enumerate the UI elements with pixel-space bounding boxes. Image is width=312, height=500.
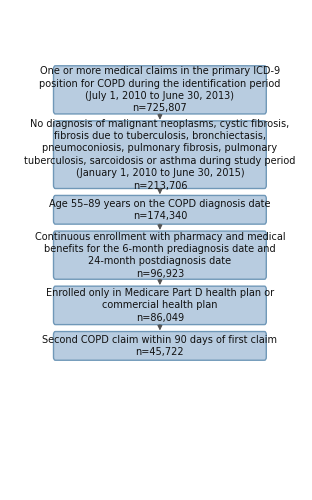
Text: One or more medical claims in the primary ICD-9
position for COPD during the ide: One or more medical claims in the primar… xyxy=(39,66,280,114)
FancyBboxPatch shape xyxy=(54,231,266,279)
FancyBboxPatch shape xyxy=(54,121,266,188)
Text: Age 55–89 years on the COPD diagnosis date
n=174,340: Age 55–89 years on the COPD diagnosis da… xyxy=(49,198,271,221)
Text: No diagnosis of malignant neoplasms, cystic fibrosis,
fibrosis due to tuberculos: No diagnosis of malignant neoplasms, cys… xyxy=(24,118,295,190)
FancyBboxPatch shape xyxy=(54,286,266,325)
Text: Enrolled only in Medicare Part D health plan or
commercial health plan
n=86,049: Enrolled only in Medicare Part D health … xyxy=(46,288,274,323)
FancyBboxPatch shape xyxy=(54,196,266,224)
FancyBboxPatch shape xyxy=(54,332,266,360)
FancyBboxPatch shape xyxy=(54,66,266,114)
Text: Second COPD claim within 90 days of first claim
n=45,722: Second COPD claim within 90 days of firs… xyxy=(42,334,277,357)
Text: Continuous enrollment with pharmacy and medical
benefits for the 6-month prediag: Continuous enrollment with pharmacy and … xyxy=(35,232,285,279)
